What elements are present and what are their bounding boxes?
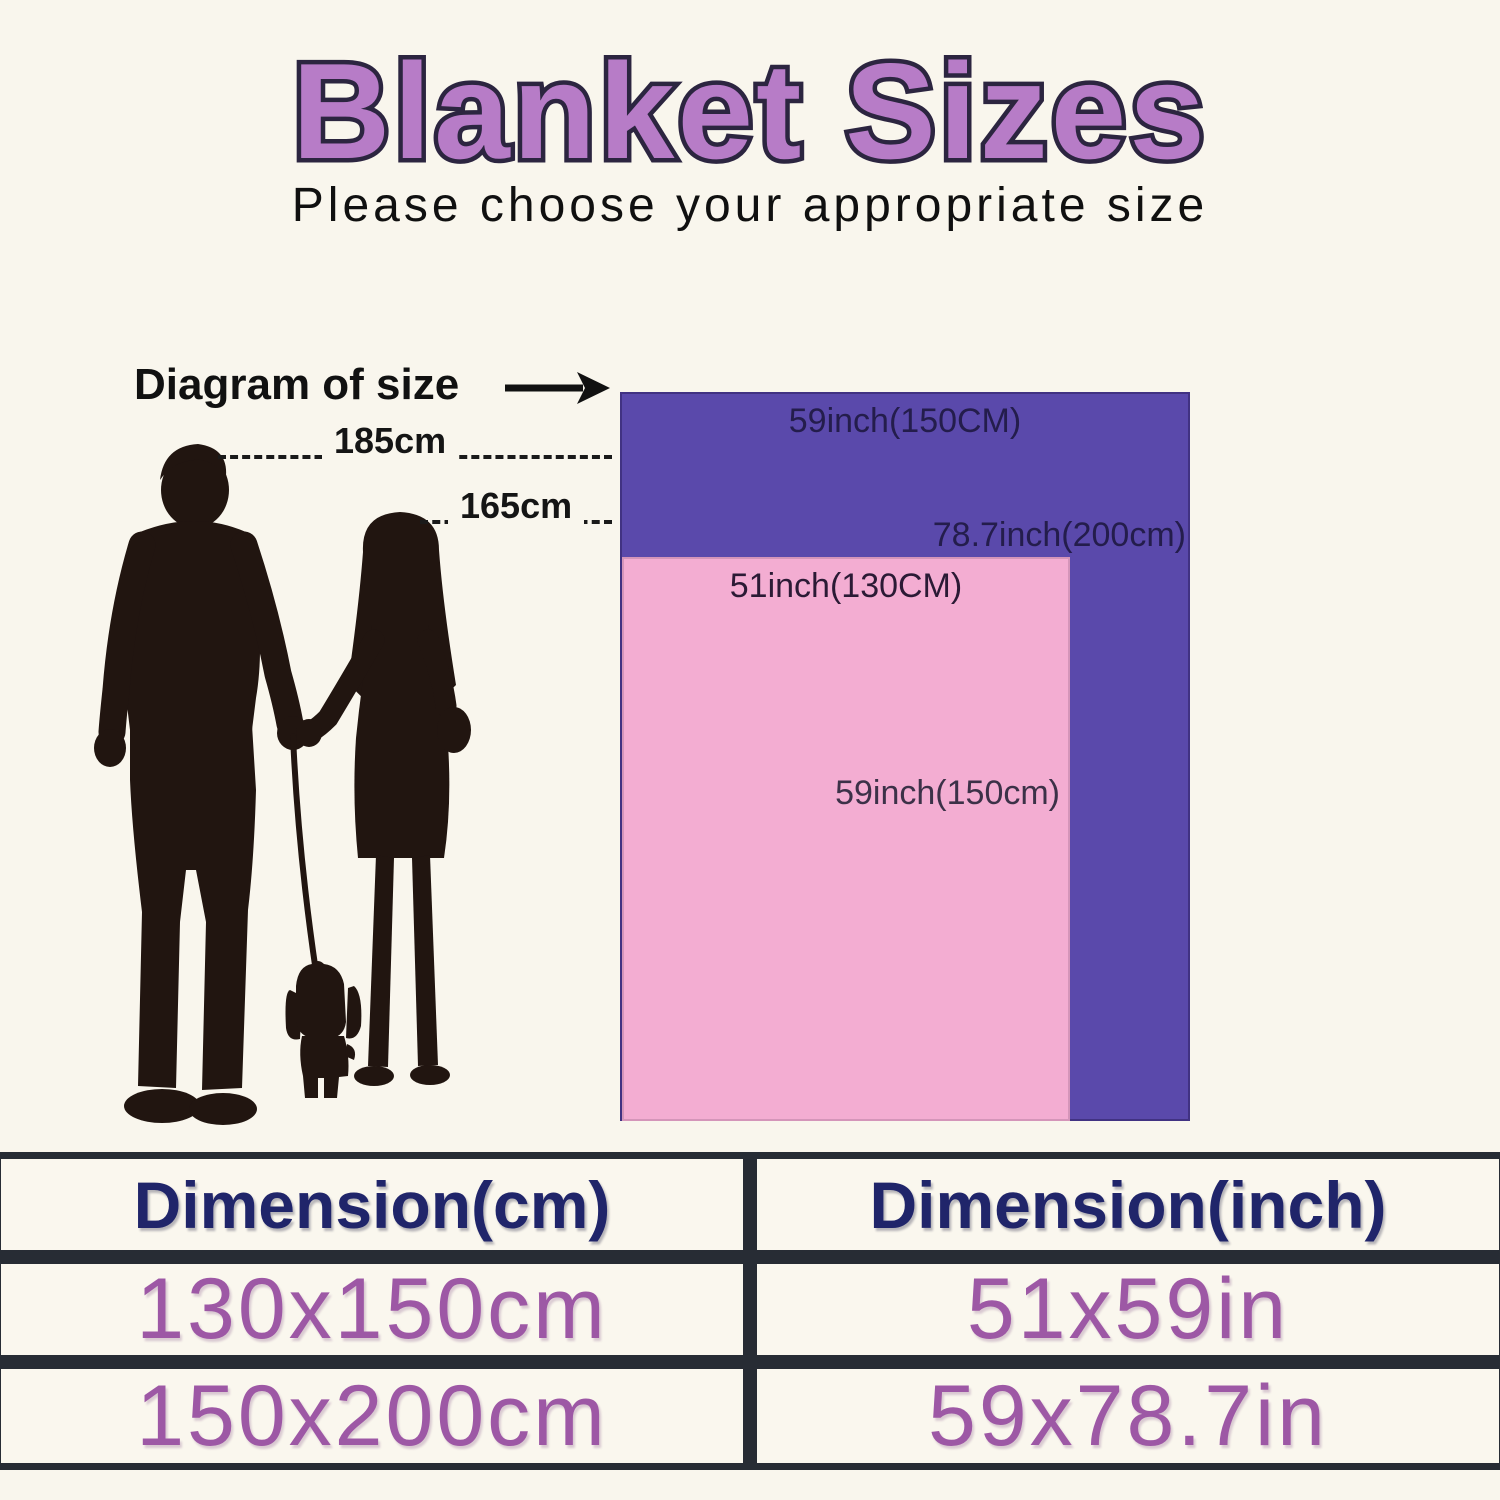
table-cell-59x78: 59x78.7in [928, 1367, 1328, 1464]
page-title: Blanket Sizes [292, 35, 1208, 187]
table-cell-130x150: 130x150cm [136, 1261, 608, 1357]
woman-silhouette [296, 512, 471, 1086]
table-header-inch: Dimension(inch) [750, 1152, 1500, 1257]
table-header-cm-text: Dimension(cm) [133, 1167, 611, 1242]
height-label-165: 165cm [448, 484, 585, 528]
height-label-185: 185cm [322, 419, 459, 463]
table-row-inch-2: 59x78.7in [750, 1362, 1500, 1470]
dog-silhouette [285, 961, 362, 1098]
blanket-large-width-label: 59inch(150CM) [788, 402, 1022, 440]
table-row-cm-2: 150x200cm [0, 1362, 750, 1470]
size-table: Dimension(cm) 130x150cm 150x200cm Dimens… [0, 1152, 1500, 1470]
size-table-column-inch: Dimension(inch) 51x59in 59x78.7in [750, 1152, 1500, 1470]
page-subtitle: Please choose your appropriate size [291, 179, 1209, 232]
size-table-column-cm: Dimension(cm) 130x150cm 150x200cm [0, 1152, 750, 1470]
couple-walking-dog-silhouette [94, 444, 471, 1125]
blanket-small-rect: 51inch(130CM) 59inch(150cm) [622, 557, 1070, 1121]
page-title-art: Blanket Sizes [288, 31, 1210, 191]
table-header-cm: Dimension(cm) [0, 1152, 750, 1257]
blanket-large-height-label: 78.7inch(200cm) [932, 516, 1186, 554]
dog-leash [290, 733, 319, 975]
table-row-cm-1: 130x150cm [0, 1257, 750, 1362]
right-arrow-icon [505, 372, 610, 404]
table-row-inch-1: 51x59in [750, 1257, 1500, 1362]
man-silhouette [94, 444, 309, 1125]
blanket-small-width-label: 51inch(130CM) [729, 567, 963, 605]
blanket-small-height-label: 59inch(150cm) [835, 774, 1060, 812]
table-cell-51x59: 51x59in [966, 1261, 1290, 1357]
diagram-of-size-label: Diagram of size [134, 360, 460, 409]
table-header-inch-text: Dimension(inch) [869, 1167, 1387, 1242]
table-cell-150x200: 150x200cm [136, 1367, 608, 1464]
